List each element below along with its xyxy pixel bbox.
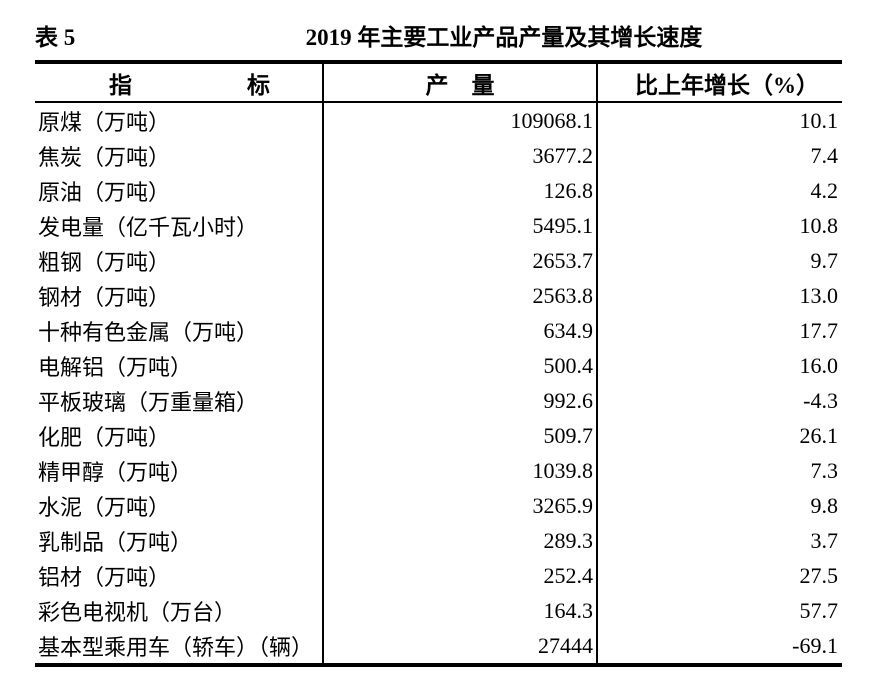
indicator-cell: 钢材（万吨） [38, 284, 171, 310]
growth-cell: 16.0 [799, 352, 839, 378]
table-body: 原煤（万吨） 109068.1 10.1 焦炭（万吨） 3677.2 7.4 原油（万吨） 1… [35, 102, 842, 665]
indicator-cell: 焦炭（万吨） [38, 144, 171, 170]
indicator-cell: 十种有色金属（万吨） [38, 319, 259, 345]
growth-cell: 9.8 [810, 492, 839, 518]
page-title: 2019 年主要工业产品产量及其增长速度 [305, 25, 703, 50]
output-cell: 27444 [322, 628, 598, 665]
indicator-cell: 精甲醇（万吨） [38, 459, 193, 485]
growth-cell: 7.3 [810, 457, 839, 483]
growth-cell: 13.0 [799, 282, 839, 308]
output-cell: 3677.2 [322, 138, 598, 173]
table-row: 乳制品（万吨） 289.3 3.7 [35, 523, 842, 558]
growth-cell: 17.7 [799, 317, 839, 343]
growth-cell: 10.8 [799, 212, 839, 238]
output-cell: 500.4 [322, 348, 598, 383]
indicator-cell: 化肥（万吨） [38, 424, 171, 450]
output-cell: 5495.1 [322, 208, 598, 243]
caption-row: 表 5 2019 年主要工业产品产量及其增长速度 [0, 16, 874, 50]
table-header: 指 标 产 量 比上年增长（%） [35, 62, 842, 103]
output-cell: 109068.1 [322, 102, 598, 138]
output-cell: 3265.9 [322, 488, 598, 523]
table-row: 原油（万吨） 126.8 4.2 [35, 173, 842, 208]
industrial-output-table: 指 标 产 量 比上年增长（%） 原煤（万吨） 109068.1 10.1 焦炭（万吨… [35, 60, 842, 667]
table-row: 焦炭（万吨） 3677.2 7.4 [35, 138, 842, 173]
indicator-cell: 铝材（万吨） [38, 564, 171, 590]
growth-cell: 10.1 [799, 107, 839, 133]
output-cell: 1039.8 [322, 453, 598, 488]
indicator-cell: 发电量（亿千瓦小时） [38, 214, 259, 240]
table-row: 化肥（万吨） 509.7 26.1 [35, 418, 842, 453]
growth-cell: -4.3 [803, 387, 838, 413]
output-cell: 634.9 [322, 313, 598, 348]
indicator-cell: 基本型乘用车（轿车）（辆） [38, 634, 314, 660]
output-cell: 2563.8 [322, 278, 598, 313]
table-row: 平板玻璃（万重量箱） 992.6 -4.3 [35, 383, 842, 418]
growth-cell: 3.7 [810, 527, 839, 553]
table-row: 发电量（亿千瓦小时） 5495.1 10.8 [35, 208, 842, 243]
column-header-growth: 比上年增长（%） [597, 62, 842, 103]
table-row: 钢材（万吨） 2563.8 13.0 [35, 278, 842, 313]
output-cell: 2653.7 [322, 243, 598, 278]
output-cell: 164.3 [322, 593, 598, 628]
column-header-indicator: 指 标 [35, 62, 323, 103]
output-cell: 509.7 [322, 418, 598, 453]
growth-cell: 4.2 [810, 177, 839, 203]
table-number-label: 表 5 [35, 25, 76, 50]
indicator-cell: 乳制品（万吨） [38, 529, 193, 555]
header-row: 指 标 产 量 比上年增长（%） [35, 62, 842, 103]
growth-cell: 9.7 [810, 247, 839, 273]
table-row: 基本型乘用车（轿车）（辆） 27444 -69.1 [35, 628, 842, 665]
indicator-cell: 原油（万吨） [38, 179, 171, 205]
growth-cell: 27.5 [799, 562, 839, 588]
output-cell: 126.8 [322, 173, 598, 208]
table-row: 电解铝（万吨） 500.4 16.0 [35, 348, 842, 383]
growth-cell: 57.7 [799, 597, 839, 623]
output-cell: 992.6 [322, 383, 598, 418]
output-cell: 252.4 [322, 558, 598, 593]
column-header-output: 产 量 [322, 62, 598, 103]
output-cell: 289.3 [322, 523, 598, 558]
indicator-cell: 平板玻璃（万重量箱） [38, 389, 259, 415]
table-row: 粗钢（万吨） 2653.7 9.7 [35, 243, 842, 278]
growth-cell: -69.1 [792, 632, 838, 658]
indicator-cell: 粗钢（万吨） [38, 249, 171, 275]
table-row: 精甲醇（万吨） 1039.8 7.3 [35, 453, 842, 488]
table-row: 铝材（万吨） 252.4 27.5 [35, 558, 842, 593]
table-row: 十种有色金属（万吨） 634.9 17.7 [35, 313, 842, 348]
growth-cell: 26.1 [799, 422, 839, 448]
indicator-cell: 彩色电视机（万台） [38, 599, 237, 625]
table-row: 水泥（万吨） 3265.9 9.8 [35, 488, 842, 523]
table-row: 彩色电视机（万台） 164.3 57.7 [35, 593, 842, 628]
indicator-cell: 电解铝（万吨） [38, 354, 193, 380]
indicator-cell: 原煤（万吨） [38, 109, 171, 135]
growth-cell: 7.4 [810, 142, 839, 168]
table-row: 原煤（万吨） 109068.1 10.1 [35, 102, 842, 138]
indicator-cell: 水泥（万吨） [38, 494, 171, 520]
